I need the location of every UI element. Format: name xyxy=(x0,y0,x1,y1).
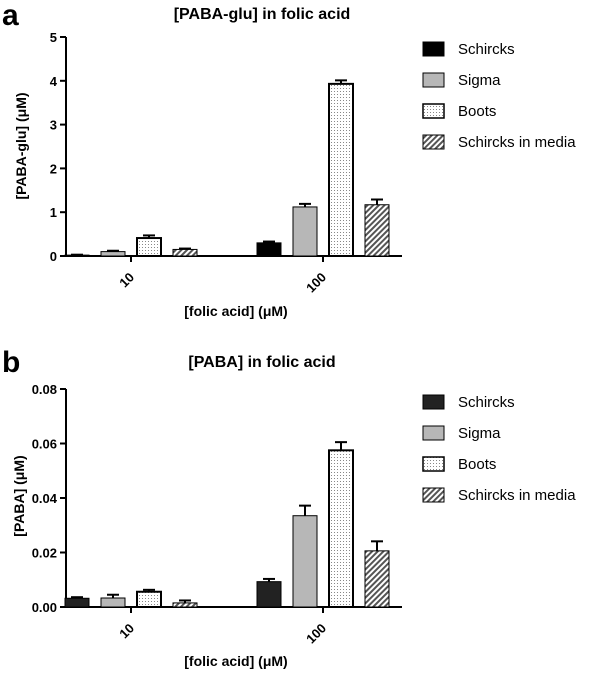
panel-b-x-axis-label: [folic acid] (μM) xyxy=(184,653,287,669)
panel-a-bar xyxy=(136,237,162,258)
panel-a-legend-swatch xyxy=(422,134,445,150)
panel-a-y-axis-label: [PABA-glu] (μM) xyxy=(13,92,29,199)
panel-b-legend-swatch xyxy=(422,394,445,410)
panel-a-y-tick-label: 5 xyxy=(50,30,57,45)
panel-a-bar xyxy=(172,248,198,257)
panel-b-bar xyxy=(172,602,198,608)
panel-b-bar xyxy=(64,597,90,608)
panel-b-bar xyxy=(100,597,126,608)
panel-a-x-axis-label: [folic acid] (μM) xyxy=(184,303,287,319)
panel-a-bar xyxy=(64,254,90,257)
panel-a-legend-label: Boots xyxy=(458,103,496,120)
panel-b: b [PABA] in folic acid [PABA] (μM) [foli… xyxy=(2,346,576,669)
panel-b-legend-swatch xyxy=(422,425,445,441)
panel-b-letter: b xyxy=(2,346,20,379)
panel-b-x-tick-label: 10 xyxy=(116,621,137,642)
panel-b-legend: Schircks Sigma Boots Schircks in media xyxy=(422,394,576,504)
panel-a-bar xyxy=(328,82,354,257)
panel-a-legend-swatch xyxy=(422,41,445,57)
panel-b-y-tick-label: 0.06 xyxy=(32,437,57,452)
panel-a-plot: 0 1 2 3 4 5 10 100 xyxy=(50,30,402,295)
panel-b-x-tick-label: 100 xyxy=(303,621,329,647)
panel-b-y-axis-label: [PABA] (μM) xyxy=(11,455,27,536)
panel-a-bar xyxy=(256,242,282,257)
panel-b-y-tick-label: 0.00 xyxy=(32,600,57,615)
panel-a-legend-swatch xyxy=(422,72,445,88)
panel-a-bar xyxy=(364,204,390,257)
panel-b-y-tick-label: 0.04 xyxy=(32,491,58,506)
panel-b-bar xyxy=(328,449,354,608)
panel-a-y-tick-label: 4 xyxy=(50,74,58,89)
panel-a-legend-swatch xyxy=(422,103,445,119)
panel-b-plot: 0.00 0.02 0.04 0.06 0.08 10 100 xyxy=(32,382,402,646)
panel-a-title: [PABA-glu] in folic acid xyxy=(174,6,351,23)
panel-a-legend: Schircks Sigma Boots Schircks in media xyxy=(422,41,576,151)
panel-a-y-tick-label: 1 xyxy=(50,205,57,220)
panel-a-legend-label: Schircks xyxy=(458,41,515,58)
panel-a-x-tick-label: 10 xyxy=(116,270,137,291)
panel-b-y-tick-label: 0.02 xyxy=(32,546,57,561)
panel-a-legend-label: Sigma xyxy=(458,72,501,89)
panel-a-y-tick-label: 2 xyxy=(50,161,57,176)
panel-a-letter: a xyxy=(2,0,19,32)
panel-b-legend-label: Boots xyxy=(458,456,496,473)
panel-a: a [PABA-glu] in folic acid [PABA-glu] (μ… xyxy=(2,0,576,319)
panel-a-y-tick-label: 3 xyxy=(50,118,57,133)
panel-a-y-tick-label: 0 xyxy=(50,249,57,264)
panel-b-legend-label: Schircks xyxy=(458,394,515,411)
panel-b-bar xyxy=(292,515,318,608)
panel-b-y-tick-label: 0.08 xyxy=(32,382,57,397)
panel-b-legend-swatch xyxy=(422,456,445,472)
panel-a-x-tick-label: 100 xyxy=(303,270,329,296)
panel-a-bar xyxy=(100,251,126,257)
panel-a-legend-label: Schircks in media xyxy=(458,134,576,151)
panel-b-bar xyxy=(136,590,162,608)
panel-b-legend-swatch xyxy=(422,487,445,503)
panel-a-bar xyxy=(292,206,318,257)
panel-b-bar xyxy=(256,581,282,608)
panel-b-legend-label: Sigma xyxy=(458,425,501,442)
panel-b-legend-label: Schircks in media xyxy=(458,487,576,504)
panel-b-title: [PABA] in folic acid xyxy=(188,354,335,371)
panel-b-bar xyxy=(364,550,390,608)
